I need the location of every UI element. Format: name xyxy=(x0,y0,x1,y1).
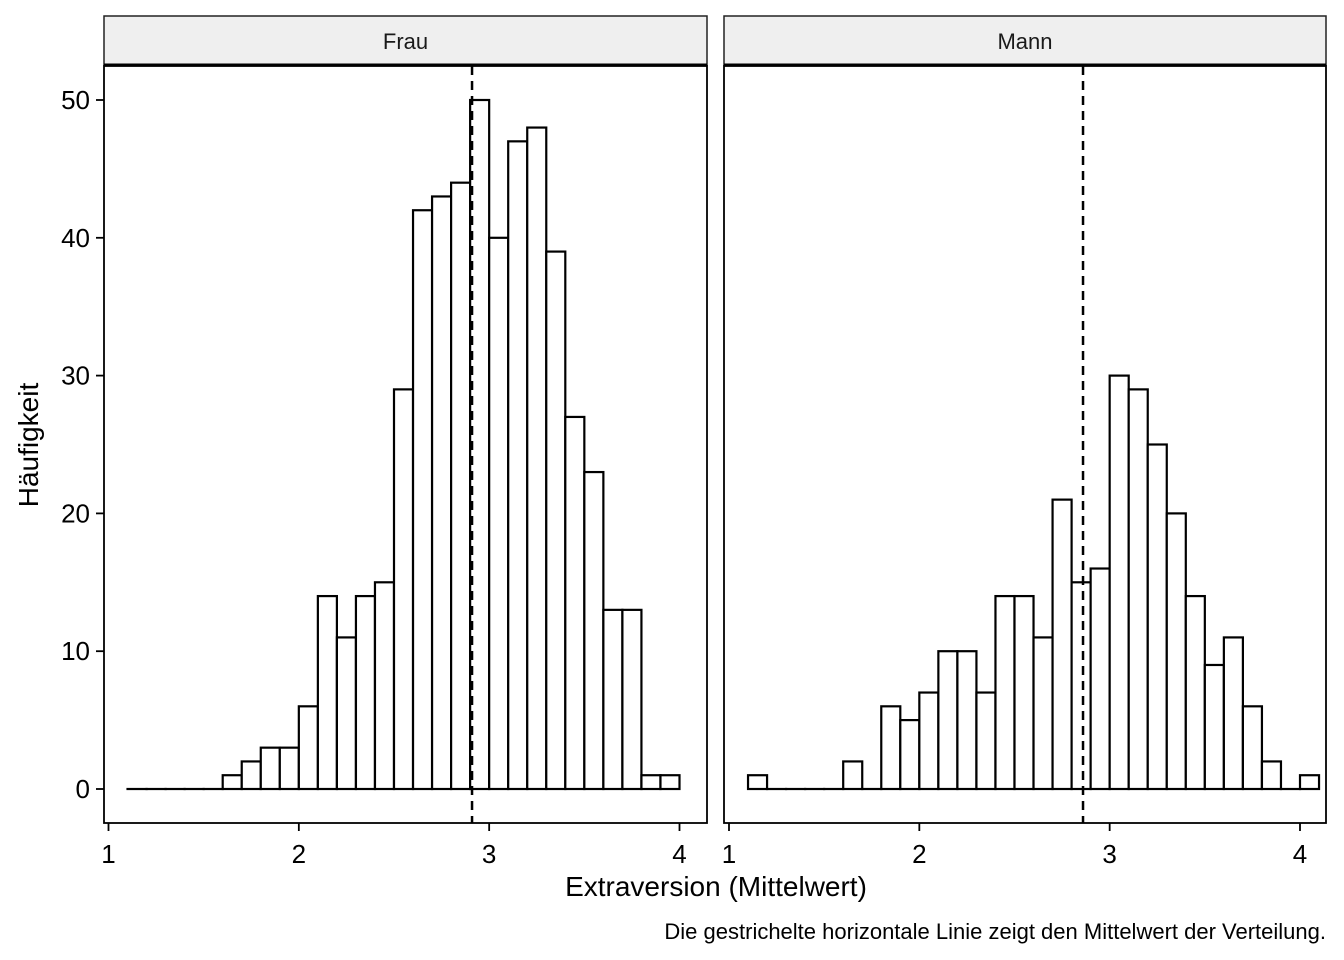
histogram-bar xyxy=(899,718,921,791)
histogram-bar xyxy=(392,388,415,791)
y-tick-label: 30 xyxy=(61,361,90,391)
histogram-bar xyxy=(621,608,643,791)
x-tick-label: 4 xyxy=(1293,839,1307,869)
histogram-bar xyxy=(1108,374,1130,791)
facet-strip xyxy=(723,15,1327,66)
histogram-bar xyxy=(335,636,358,791)
histogram-bar xyxy=(1051,498,1073,791)
caption: Die gestrichelte horizontale Linie zeigt… xyxy=(664,919,1326,944)
histogram-bar xyxy=(659,774,681,791)
histogram-bar xyxy=(1241,705,1264,791)
histogram-bar xyxy=(373,581,396,791)
x-tick-label: 1 xyxy=(722,839,736,869)
histogram-bar xyxy=(545,250,567,791)
histogram-bar xyxy=(1032,636,1054,791)
histogram-bar xyxy=(1127,388,1149,791)
x-tick-label: 4 xyxy=(672,839,686,869)
y-tick-label: 0 xyxy=(76,774,90,804)
y-tick-label: 10 xyxy=(61,636,90,666)
histogram-bar xyxy=(842,760,864,791)
facet-strip-label: Mann xyxy=(997,29,1052,54)
y-tick-label: 50 xyxy=(61,85,90,115)
histogram-bar xyxy=(411,209,434,791)
facet-strip-label: Frau xyxy=(383,29,428,54)
x-tick-label: 1 xyxy=(101,839,115,869)
histogram-bar xyxy=(507,140,529,791)
y-axis: 0 10 20 30 40 50 xyxy=(61,85,104,804)
histogram-bar xyxy=(240,760,262,791)
facet-panel-frau: Frau 1 2 3 4 xyxy=(101,15,708,869)
histogram-bar xyxy=(316,594,339,791)
histogram-bar xyxy=(450,181,472,791)
x-tick-label: 3 xyxy=(1102,839,1116,869)
histogram-bar xyxy=(640,774,662,791)
histogram-bar xyxy=(880,705,902,791)
histogram-bar xyxy=(488,236,510,791)
histogram-bar xyxy=(746,774,769,791)
histogram-bar xyxy=(918,691,940,791)
x-tick-label: 2 xyxy=(292,839,306,869)
histogram-bar xyxy=(1222,636,1245,791)
panel-border xyxy=(723,65,1327,824)
histogram-bar xyxy=(1089,567,1111,791)
histogram-bar xyxy=(975,691,997,791)
histogram-bar xyxy=(1070,581,1092,791)
histogram-bar xyxy=(994,594,1016,791)
histogram-bar xyxy=(354,594,377,791)
histogram-bar xyxy=(1013,594,1035,791)
x-tick-label: 3 xyxy=(482,839,496,869)
histogram-bar xyxy=(564,415,586,791)
histogram-bar xyxy=(1146,443,1168,791)
histogram-bar xyxy=(1203,663,1225,791)
histogram-bar xyxy=(583,470,605,791)
histogram-bar xyxy=(956,650,978,791)
facet-panel-mann: Mann 1 2 3 4 xyxy=(722,15,1327,869)
histogram-bar xyxy=(937,650,959,791)
y-axis-title: Häufigkeit xyxy=(13,383,44,508)
histogram-bar xyxy=(297,705,319,791)
histogram-bar xyxy=(1184,594,1206,791)
histogram-bar xyxy=(430,195,453,791)
y-tick-label: 40 xyxy=(61,223,90,253)
x-axis-title: Extraversion (Mittelwert) xyxy=(565,871,867,902)
histogram-bar xyxy=(221,774,243,791)
panel-border xyxy=(103,65,708,824)
facet-strip xyxy=(103,15,708,66)
histogram-bar xyxy=(1298,774,1321,791)
histogram-bar xyxy=(278,746,300,791)
histogram-bar xyxy=(602,608,624,791)
histogram-bar xyxy=(526,126,548,791)
histogram-bar xyxy=(1165,512,1187,791)
histogram-bar xyxy=(259,746,281,791)
histogram-bar xyxy=(1260,760,1283,791)
y-tick-label: 20 xyxy=(61,498,90,528)
x-tick-label: 2 xyxy=(912,839,926,869)
